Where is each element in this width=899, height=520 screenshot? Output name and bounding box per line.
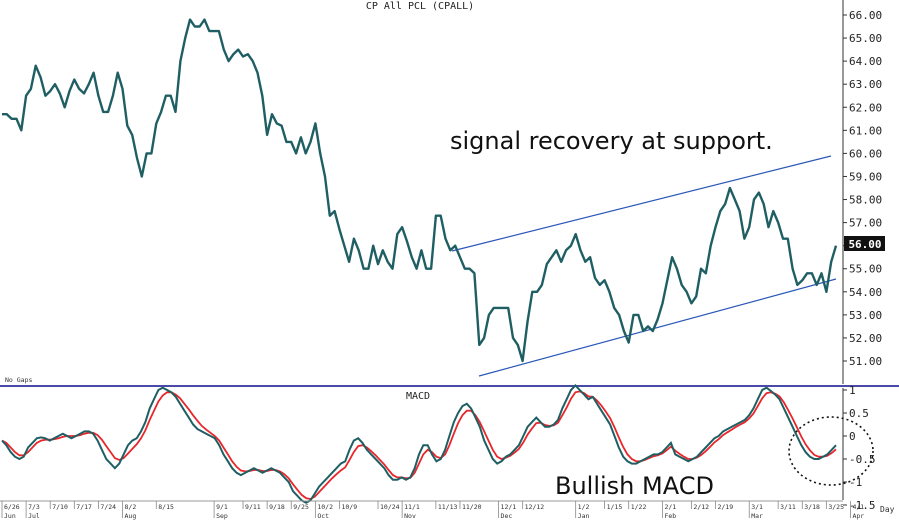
date-tick-label: 1/22 <box>631 503 647 511</box>
month-label: Jan <box>578 512 590 520</box>
date-axis-unit: Day <box>880 505 895 514</box>
price-tick-label: 59.00 <box>849 170 882 183</box>
chart-title: CP All PCL (CPALL) <box>366 1 474 12</box>
date-tick-label: 3/1 <box>751 503 763 511</box>
date-tick-label: 7/10 <box>52 503 68 511</box>
date-tick-label: 1/15 <box>607 503 623 511</box>
date-tick-label: 9/25 <box>293 503 309 511</box>
price-tick-label: 54.00 <box>849 286 882 299</box>
price-tick-label: 51.00 <box>849 355 882 368</box>
date-tick-label: 9/18 <box>269 503 285 511</box>
date-tick-label: 8/2 <box>125 503 137 511</box>
price-tick-label: 61.00 <box>849 124 882 137</box>
trend-channel <box>451 155 837 377</box>
date-tick-label: 10/2 <box>317 503 333 511</box>
macd-panel: MACD 1 0.5 0 -0.5 -1 -1.5 Bullish MACD <box>1 383 876 512</box>
macd-axis-ticks: 1 0.5 0 -0.5 -1 -1.5 <box>843 384 876 512</box>
price-tick-label: 55.00 <box>849 263 882 276</box>
gaps-label: No Gaps <box>5 376 32 384</box>
annotation-bullish-macd: Bullish MACD <box>555 472 714 500</box>
macd-tick-label: -1.5 <box>849 499 876 512</box>
date-tick-label: 11/13 <box>438 503 458 511</box>
date-tick-label: 1/2 <box>578 503 590 511</box>
price-tick-label: 66.00 <box>849 9 882 22</box>
date-tick-label: 3/11 <box>780 503 796 511</box>
price-tick-label: 58.00 <box>849 194 882 207</box>
date-tick-label: 10/24 <box>380 503 400 511</box>
price-tick-label: 60.00 <box>849 147 882 160</box>
price-tick-label: 62.00 <box>849 101 882 114</box>
month-label: Feb <box>664 512 676 520</box>
date-tick-label: 12/12 <box>525 503 545 511</box>
price-tick-label: 64.00 <box>849 55 882 68</box>
last-price-box <box>844 236 885 251</box>
last-price-badge: 56.00 <box>844 236 885 251</box>
macd-tick-label: -1 <box>849 476 862 489</box>
macd-tick-label: -0.5 <box>849 453 876 466</box>
date-tick-label: 7/24 <box>100 503 116 511</box>
date-tick-label: 3/18 <box>804 503 820 511</box>
date-tick-label: 10/9 <box>341 503 357 511</box>
date-tick-label: 11/20 <box>462 503 482 511</box>
date-tick-label: 6/26 <box>4 503 20 511</box>
date-tick-label: 11/1 <box>404 503 420 511</box>
macd-tick-label: 1 <box>849 384 856 397</box>
month-label: Mar <box>751 512 763 520</box>
month-label: Nov <box>404 512 416 520</box>
price-axis-ticks: 51.00 52.00 53.00 54.00 55.00 57.00 58.00 59.00… <box>843 9 882 368</box>
price-panel: CP All PCL (CPALL) 51.0052.0053.0054.005… <box>2 0 885 384</box>
date-tick-label: 8/15 <box>158 503 174 511</box>
date-tick-label: 12/1 <box>501 503 517 511</box>
price-tick-label: 63.00 <box>849 78 882 91</box>
price-series-line <box>2 18 838 363</box>
date-tick-label: 9/1 <box>216 503 228 511</box>
macd-series-line <box>1 383 837 504</box>
month-label: Jun <box>4 512 16 520</box>
channel-lower-line <box>478 278 837 377</box>
date-tick-label: 7/17 <box>76 503 92 511</box>
last-price-label: 56.00 <box>848 238 881 251</box>
date-tick-label: 3/25 <box>828 503 844 511</box>
price-tick-label: 57.00 <box>849 217 882 230</box>
date-tick-label: 2/19 <box>717 503 733 511</box>
date-tick-label: 2/1 <box>664 503 676 511</box>
price-tick-label: 65.00 <box>849 32 882 45</box>
bullish-crossover-circle <box>788 416 874 486</box>
channel-upper-line <box>451 155 832 252</box>
macd-title: MACD <box>406 391 430 402</box>
price-tick-label: 53.00 <box>849 309 882 322</box>
macd-tick-label: 0.5 <box>849 407 869 420</box>
date-tick-label: 7/3 <box>28 503 40 511</box>
month-label: Sep <box>216 512 228 520</box>
annotation-signal-recovery: signal recovery at support. <box>450 127 773 155</box>
macd-tick-label: 0 <box>849 430 856 443</box>
date-tick-label: 9/11 <box>245 503 261 511</box>
month-label: Oct <box>317 512 329 520</box>
price-tick-label: 52.00 <box>849 332 882 345</box>
month-label: Jul <box>28 512 40 520</box>
month-label: Apr <box>852 512 864 520</box>
date-tick-label: 4/1 <box>852 503 864 511</box>
month-label: Dec <box>501 512 513 520</box>
month-label: Aug <box>125 512 137 520</box>
date-tick-label: 2/12 <box>693 503 709 511</box>
